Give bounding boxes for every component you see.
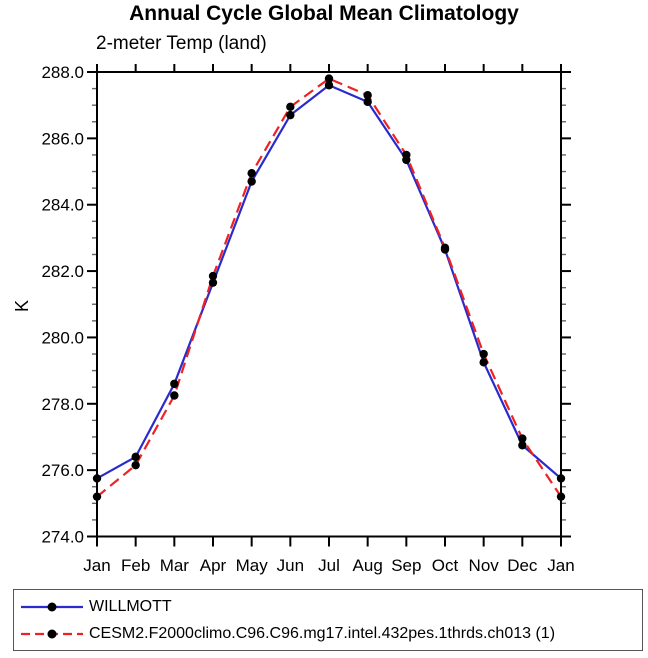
x-axis-tick-label: Feb: [121, 556, 150, 575]
data-point-willmott: [324, 81, 334, 90]
x-axis-tick-label: May: [236, 556, 269, 575]
chart-title: Annual Cycle Global Mean Climatology: [129, 2, 519, 25]
x-axis-tick-label: Mar: [160, 556, 190, 575]
chart-subtitle: 2-meter Temp (land): [96, 33, 267, 54]
y-axis-tick-label: 280.0: [41, 328, 84, 347]
data-point-willmott: [131, 452, 140, 462]
data-point-cesm2-f2000climo-c96-c96: [402, 150, 411, 160]
x-axis-tick-label: Jul: [318, 556, 340, 575]
y-axis-tick-label: 286.0: [41, 129, 84, 148]
data-point-cesm2-f2000climo-c96-c96: [556, 492, 566, 501]
data-point-willmott: [286, 110, 295, 120]
legend-label-willmott: WILLMOTT: [89, 597, 172, 615]
y-axis-title: K: [12, 300, 32, 312]
x-axis-tick-label: Aug: [353, 556, 383, 575]
series-line-cesm2-f2000climo-c96-c96: [96, 77, 562, 498]
x-axis-tick-label: Dec: [507, 556, 538, 575]
x-axis-tick-label: Sep: [391, 556, 421, 575]
data-point-cesm2-f2000climo-c96-c96: [170, 391, 179, 400]
x-axis-tick-label: Jan: [547, 556, 574, 575]
y-axis-tick-label: 274.0: [41, 528, 84, 547]
data-point-willmott: [208, 278, 218, 287]
x-axis-tick-label: Apr: [200, 556, 227, 575]
x-axis-tick-label: Nov: [469, 556, 500, 575]
data-point-cesm2-f2000climo-c96-c96: [247, 168, 256, 178]
data-point-willmott: [518, 441, 527, 450]
data-point-cesm2-f2000climo-c96-c96: [131, 460, 140, 470]
legend-item-cesm2: CESM2.F2000climo.C96.C96.mg17.intel.432p…: [19, 621, 642, 647]
y-axis-tick-label: 282.0: [41, 262, 84, 281]
data-point-willmott: [170, 379, 179, 389]
y-axis-tick-label: 276.0: [41, 461, 84, 480]
legend-item-willmott: WILLMOTT: [19, 594, 642, 620]
plot-canvas: 274.0 276.0 278.0 280.0 282.0 284.0 286.0 288.0…: [12, 63, 575, 575]
x-axis-tick-label: Oct: [432, 556, 459, 575]
legend-marker-circle-icon: [47, 629, 57, 638]
data-point-willmott: [556, 474, 566, 483]
legend-solid-line-sample: [21, 602, 83, 611]
x-axis-tick-label: Jun: [277, 556, 304, 575]
y-axis-tick-label: 284.0: [41, 196, 84, 215]
legend-marker-circle-icon: [47, 602, 57, 611]
data-point-cesm2-f2000climo-c96-c96: [518, 434, 527, 443]
data-point-willmott: [479, 358, 488, 367]
legend-box: WILLMOTT CESM2.F2000climo.C96.C96.mg17.i…: [13, 589, 643, 651]
y-axis-tick-label: 288.0: [41, 63, 84, 82]
y-axis-tick-label: 278.0: [41, 395, 84, 414]
data-point-cesm2-f2000climo-c96-c96: [440, 243, 450, 253]
data-point-cesm2-f2000climo-c96-c96: [324, 74, 334, 83]
data-point-cesm2-f2000climo-c96-c96: [208, 271, 218, 281]
data-point-willmott: [92, 474, 102, 483]
data-point-cesm2-f2000climo-c96-c96: [479, 349, 488, 359]
data-point-cesm2-f2000climo-c96-c96: [286, 102, 295, 112]
legend-label-cesm2: CESM2.F2000climo.C96.C96.mg17.intel.432p…: [89, 624, 556, 642]
plot-frame: [96, 71, 562, 538]
data-point-cesm2-f2000climo-c96-c96: [92, 492, 102, 501]
data-point-willmott: [247, 177, 256, 186]
legend-dashed-line-sample: [21, 629, 83, 638]
x-axis-tick-label: Jan: [83, 556, 110, 575]
series-line-willmott: [96, 84, 562, 480]
data-point-cesm2-f2000climo-c96-c96: [363, 91, 372, 100]
data-point-willmott: [363, 97, 372, 107]
